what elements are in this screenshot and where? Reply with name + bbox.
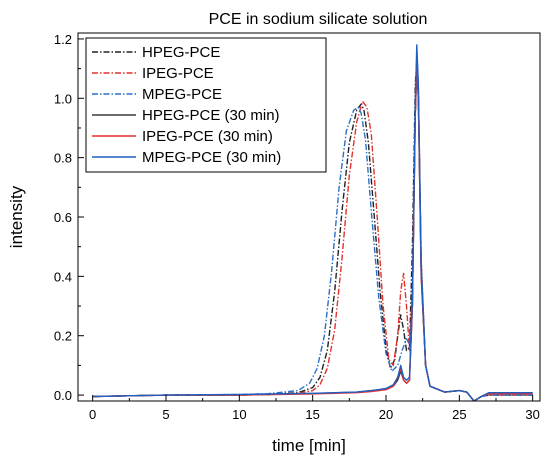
x-tick-label: 15 — [305, 407, 319, 422]
x-axis: 0 5 10 15 20 25 30 — [89, 395, 540, 422]
legend: HPEG-PCE IPEG-PCE MPEG-PCE HPEG-PCE (30 min… — [85, 37, 327, 173]
legend-label: HPEG-PCE (30 min) — [142, 107, 280, 124]
x-axis-title: time [min] — [272, 436, 346, 455]
x-tick-label: 30 — [525, 407, 539, 422]
y-tick-label: 0.0 — [54, 388, 72, 403]
x-tick-label: 10 — [232, 407, 246, 422]
legend-box — [85, 37, 327, 173]
y-tick-label: 1.0 — [54, 91, 72, 106]
x-tick-label: 20 — [379, 407, 393, 422]
x-tick-label: 25 — [452, 407, 466, 422]
y-tick-label: 0.8 — [54, 151, 72, 166]
series-layer — [92, 44, 533, 401]
legend-label: HPEG-PCE — [142, 44, 220, 61]
x-tick-label: 0 — [89, 407, 96, 422]
chart-title: PCE in sodium silicate solution — [209, 11, 428, 28]
legend-label: MPEG-PCE (30 min) — [142, 149, 281, 166]
y-tick-label: 0.6 — [54, 210, 72, 225]
y-tick-label: 0.2 — [54, 329, 72, 344]
y-tick-label: 1.2 — [54, 32, 72, 47]
x-tick-label: 5 — [162, 407, 169, 422]
y-axis: 0.0 0.2 0.4 0.6 0.8 1.0 1.2 — [54, 32, 84, 403]
y-tick-label: 0.4 — [54, 269, 72, 284]
legend-label: MPEG-PCE — [142, 86, 222, 103]
legend-label: IPEG-PCE — [142, 65, 214, 82]
series-line-6 — [92, 44, 533, 401]
legend-label: IPEG-PCE (30 min) — [142, 128, 273, 145]
y-axis-title: intensity — [7, 185, 26, 248]
